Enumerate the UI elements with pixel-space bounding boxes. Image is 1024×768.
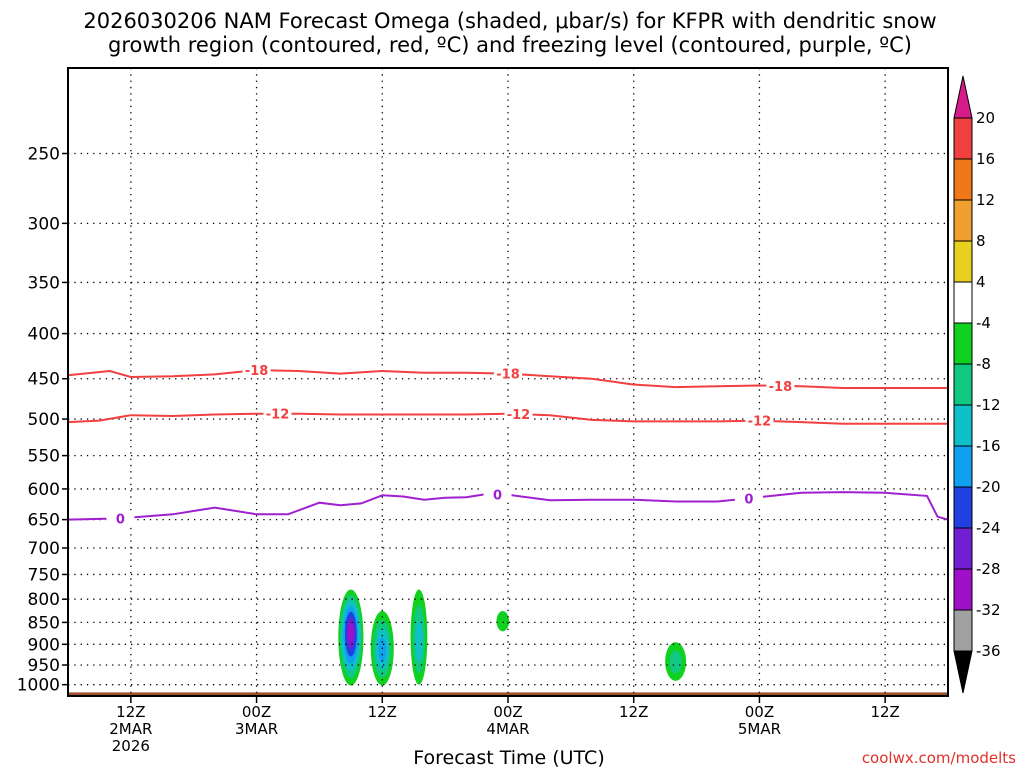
y-tick-label-500: 500 — [28, 410, 60, 430]
x-tick-label-54-1: 12Z — [619, 703, 648, 721]
omega-cell-5-level-1 — [669, 650, 682, 674]
colorbar-bottom-triangle — [953, 650, 973, 694]
colorbar-box-12 — [953, 568, 973, 611]
surface-layer — [68, 692, 948, 696]
colorbar: 20 16 12 8 4 -4 -8 -12 -16 -20 -24 -28 -32 -36 — [953, 75, 1001, 694]
contour-label-2-2: 0 — [744, 492, 753, 507]
contour-label-bg-2-1 — [483, 486, 512, 503]
y-tick-label-950: 950 — [28, 656, 60, 676]
omega-cell-0-level-6 — [348, 622, 354, 643]
y-tick-label-750: 750 — [28, 565, 60, 585]
contour-label-bg-2-0 — [106, 510, 135, 527]
contour-label-0-2: -18 — [769, 380, 793, 395]
contour-label-bg-1-2 — [745, 412, 774, 429]
colorbar-label-4: 4 — [976, 273, 986, 291]
colorbar-label-3: 8 — [976, 232, 986, 250]
x-tick-label-42-1: 00Z — [493, 703, 522, 721]
contour-label-2-0: 0 — [116, 512, 125, 527]
colorbar-box-11 — [953, 527, 973, 570]
contour-label-bg-1-1 — [504, 406, 533, 423]
contour-label-bg-1-0 — [263, 405, 292, 422]
contour-label-1-1: -12 — [507, 408, 531, 423]
colorbar-label-10: -24 — [976, 519, 1001, 537]
colorbar-box-9 — [953, 445, 973, 488]
credit-text: coolwx.com/modelts — [862, 749, 1016, 767]
colorbar-label-13: -36 — [976, 642, 1001, 660]
colorbar-box-2 — [953, 158, 973, 201]
x-tick-label-18-1: 00Z — [242, 703, 271, 721]
y-tick-label-250: 250 — [28, 144, 60, 164]
y-axis: 2503003504004505005506006507007508008509… — [17, 144, 68, 696]
colorbar-label-2: 12 — [976, 191, 995, 209]
colorbar-box-3 — [953, 199, 973, 242]
y-tick-label-800: 800 — [28, 590, 60, 610]
colorbar-box-5 — [953, 281, 973, 324]
contour-label-0-1: -18 — [496, 368, 520, 383]
contour-label-bg-0-1 — [494, 365, 522, 382]
y-tick-label-650: 650 — [28, 511, 60, 531]
contour-line-1 — [67, 412, 948, 425]
y-tick-label-550: 550 — [28, 447, 60, 467]
contour-label-bg-0-0 — [242, 362, 271, 379]
x-axis-label: Forecast Time (UTC) — [413, 747, 604, 768]
colorbar-label-5: -4 — [976, 314, 991, 332]
contour-label-bg-0-2 — [766, 377, 795, 394]
colorbar-label-11: -28 — [976, 560, 1001, 578]
colorbar-label-9: -20 — [976, 478, 1001, 496]
contour-label-1-0: -12 — [266, 408, 290, 423]
y-tick-label-400: 400 — [28, 325, 60, 345]
x-tick-label-6-1: 12Z — [116, 703, 145, 721]
contour-label-bg-2-2 — [734, 490, 763, 507]
contour-label-1-2: -12 — [748, 415, 772, 430]
x-tick-label-66-2: 5MAR — [738, 720, 781, 738]
x-tick-label-6-2: 2MAR — [109, 720, 152, 738]
y-tick-label-1000: 1000 — [17, 676, 60, 696]
grid — [68, 68, 948, 696]
colorbar-label-6: -8 — [976, 355, 991, 373]
omega-cell-1-level-3 — [378, 637, 387, 663]
colorbar-label-7: -12 — [976, 396, 1001, 414]
colorbar-label-0: 20 — [976, 109, 995, 127]
colorbar-box-10 — [953, 486, 973, 529]
colorbar-label-12: -32 — [976, 601, 1001, 619]
omega-cell-2-level-2 — [415, 620, 423, 662]
y-tick-label-850: 850 — [28, 613, 60, 633]
y-tick-label-900: 900 — [28, 635, 60, 655]
colorbar-box-1 — [953, 117, 973, 160]
colorbar-box-6 — [953, 322, 973, 365]
contour-label-0-0: -18 — [245, 364, 269, 379]
y-tick-label-450: 450 — [28, 370, 60, 390]
contour-label-2-1: 0 — [493, 488, 502, 503]
omega-cell-4-level-0 — [496, 610, 510, 632]
colorbar-top-triangle — [953, 75, 973, 119]
y-tick-label-300: 300 — [28, 214, 60, 234]
surface-terrain-band — [68, 692, 948, 696]
colorbar-box-7 — [953, 363, 973, 406]
x-tick-label-42-2: 4MAR — [486, 720, 529, 738]
colorbar-label-1: 16 — [976, 150, 995, 168]
y-tick-label-350: 350 — [28, 273, 60, 293]
contours: -18 -18 -18 -12 -12 -12 0 0 0 — [67, 362, 949, 527]
x-tick-label-30-1: 12Z — [368, 703, 397, 721]
x-tick-label-18-2: 3MAR — [235, 720, 278, 738]
colorbar-label-8: -16 — [976, 437, 1001, 455]
colorbar-box-13 — [953, 609, 973, 652]
x-tick-label-66-1: 00Z — [745, 703, 774, 721]
y-tick-label-600: 600 — [28, 480, 60, 500]
chart-title-line2: growth region (contoured, red, ºC) and f… — [108, 33, 912, 57]
chart-title-line1: 2026030206 NAM Forecast Omega (shaded, μ… — [83, 9, 936, 33]
y-tick-label-700: 700 — [28, 539, 60, 559]
contour-line-2 — [67, 491, 949, 521]
colorbar-box-4 — [953, 240, 973, 283]
colorbar-box-8 — [953, 404, 973, 447]
x-tick-label-6-3: 2026 — [112, 737, 150, 755]
x-tick-label-78-1: 12Z — [870, 703, 899, 721]
